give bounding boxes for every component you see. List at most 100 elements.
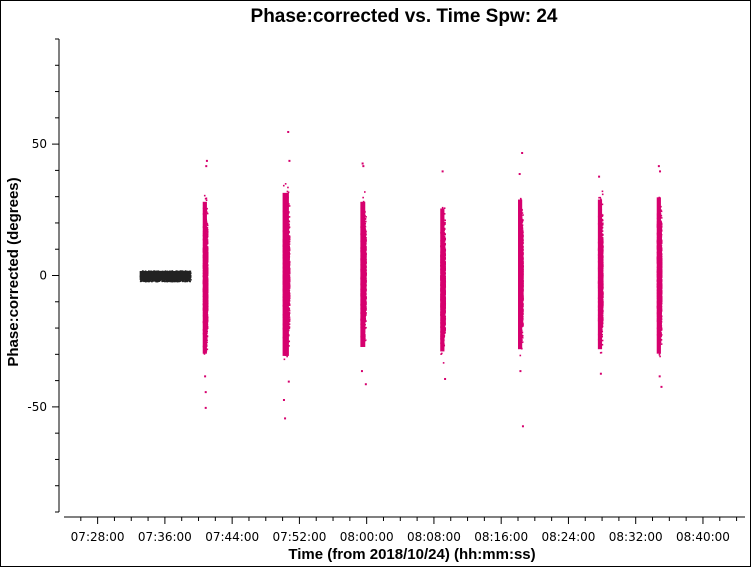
data-point — [206, 339, 208, 342]
data-point — [206, 316, 209, 318]
data-point — [365, 246, 367, 248]
data-point — [206, 249, 209, 252]
data-point — [189, 270, 192, 273]
data-point — [143, 280, 145, 283]
x-axis-label: Time (from 2018/10/24) (hh:mm:ss) — [288, 546, 535, 563]
data-point — [206, 272, 209, 275]
data-point — [169, 280, 171, 283]
data-point — [206, 223, 209, 225]
data-point — [156, 279, 158, 281]
outlier-point — [288, 159, 291, 162]
data-point — [206, 264, 209, 267]
data-point — [288, 291, 290, 293]
data-point — [288, 307, 291, 310]
data-point — [206, 207, 208, 210]
data-point — [206, 228, 209, 231]
data-point — [288, 309, 291, 311]
data-point — [288, 205, 291, 207]
data-point — [206, 260, 209, 263]
data-point — [206, 321, 209, 324]
data-point — [176, 280, 179, 283]
data-point — [288, 327, 291, 329]
x-axis-ticks: 07:28:00 07:36:00 07:44:00 07:52:00 08:00:00… — [71, 517, 738, 544]
data-point — [288, 272, 291, 274]
x-tick-label: 07:28:00 — [71, 530, 125, 544]
data-point — [146, 279, 148, 281]
data-point — [206, 230, 209, 233]
data-point — [170, 280, 173, 283]
data-point — [288, 258, 290, 260]
data-point — [206, 265, 208, 268]
data-point — [206, 341, 208, 344]
data-point — [206, 246, 208, 249]
x-tick-label: 08:24:00 — [541, 530, 595, 544]
data-point — [145, 279, 147, 282]
data-point — [206, 283, 208, 286]
data-point — [205, 199, 208, 201]
data-point — [206, 242, 209, 245]
data-point — [178, 280, 180, 283]
data-point — [206, 224, 209, 227]
scan-band — [202, 201, 207, 354]
outlier-point — [282, 399, 285, 402]
data-point — [288, 277, 291, 279]
data-point — [206, 287, 208, 290]
data-point — [288, 283, 290, 285]
data-point — [181, 279, 183, 282]
data-point — [187, 279, 189, 282]
data-point — [206, 319, 208, 321]
data-point — [159, 279, 162, 282]
data-point — [206, 309, 208, 312]
data-point — [161, 279, 164, 282]
data-point — [206, 247, 209, 250]
data-point — [189, 280, 191, 283]
data-point — [206, 253, 208, 255]
data-point — [182, 280, 185, 282]
data-point — [284, 183, 287, 185]
x-tick-label: 08:16:00 — [474, 530, 528, 544]
data-point — [287, 191, 290, 194]
data-point — [288, 313, 290, 316]
data-point — [288, 285, 291, 288]
outlier-point — [287, 130, 290, 133]
data-point — [206, 236, 209, 239]
data-point — [283, 358, 286, 361]
data-point — [164, 280, 166, 283]
x-tick-label: 08:08:00 — [407, 530, 461, 544]
data-point — [362, 196, 364, 199]
data-point — [288, 260, 291, 263]
data-point — [206, 320, 209, 322]
data-point — [139, 280, 142, 283]
data-point — [149, 280, 151, 283]
data-point — [206, 280, 209, 283]
data-point — [288, 345, 290, 347]
y-tick-label: -50 — [27, 400, 47, 414]
x-tick-label: 08:32:00 — [609, 530, 663, 544]
data-point — [189, 277, 191, 279]
data-point — [288, 253, 290, 256]
scan-band — [282, 192, 289, 356]
data-point — [288, 250, 290, 252]
data-point — [206, 290, 209, 292]
data-point — [206, 268, 208, 271]
data-point — [206, 307, 208, 309]
data-point — [288, 270, 290, 273]
data-point — [288, 247, 291, 250]
data-point — [153, 279, 156, 282]
data-point — [168, 279, 170, 281]
data-point — [206, 299, 209, 302]
data-point — [288, 320, 291, 323]
data-point — [288, 287, 291, 289]
x-tick-label: 08:40:00 — [676, 530, 730, 544]
data-point — [287, 186, 289, 189]
data-point — [186, 279, 188, 282]
x-tick-label: 07:36:00 — [138, 530, 192, 544]
data-point — [206, 254, 209, 256]
data-point — [184, 280, 187, 282]
data-point — [288, 323, 291, 325]
data-point — [206, 274, 208, 276]
data-point — [288, 316, 290, 318]
data-point — [282, 184, 285, 187]
x-tick-label: 07:44:00 — [205, 530, 259, 544]
